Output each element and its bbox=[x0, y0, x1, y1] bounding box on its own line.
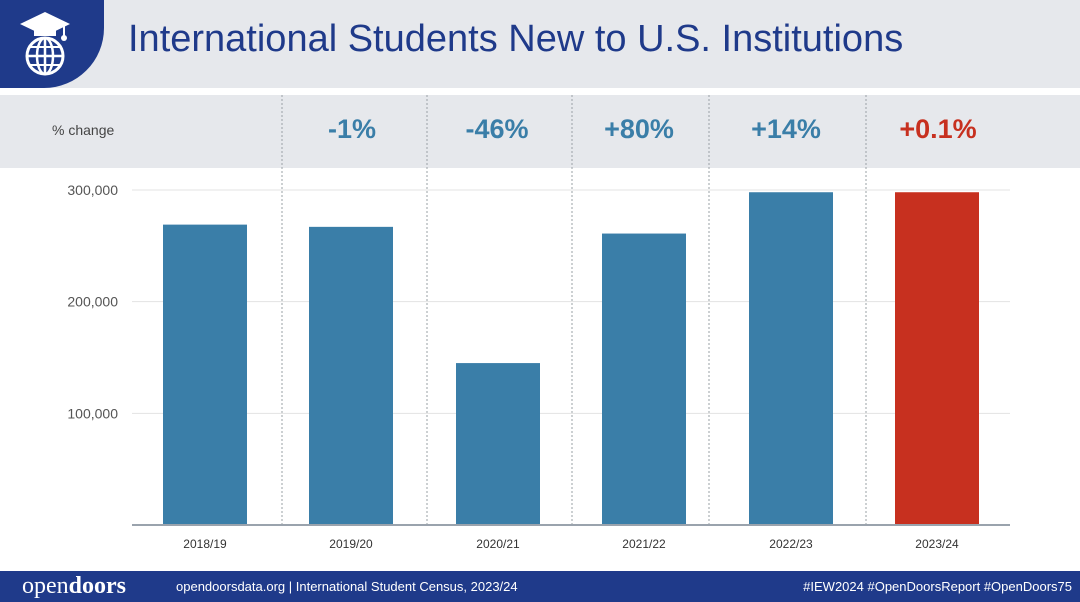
footer-bar: opendoors opendoorsdata.org | Internatio… bbox=[0, 571, 1080, 602]
percent-change-2022-23: +14% bbox=[751, 114, 821, 144]
x-tick-label: 2023/24 bbox=[915, 537, 959, 551]
bar-2023-24 bbox=[895, 192, 979, 525]
brand-bold: doors bbox=[68, 573, 126, 599]
footer-source-text: opendoorsdata.org | International Studen… bbox=[176, 579, 518, 594]
brand-light: open bbox=[22, 573, 69, 599]
percent-change-2023-24: +0.1% bbox=[899, 114, 977, 144]
opendoors-logo: opendoors bbox=[22, 573, 126, 600]
percent-change-band bbox=[0, 95, 1080, 168]
footer-hashtags: #IEW2024 #OpenDoorsReport #OpenDoors75 bbox=[803, 579, 1072, 594]
x-tick-label: 2021/22 bbox=[622, 537, 666, 551]
bar-2022-23 bbox=[749, 192, 833, 525]
globe-graduation-cap-icon bbox=[20, 12, 70, 76]
percent-change-2021-22: +80% bbox=[604, 114, 674, 144]
y-tick-label: 300,000 bbox=[67, 182, 118, 198]
y-tick-label: 100,000 bbox=[67, 405, 118, 421]
percent-change-2020-21: -46% bbox=[465, 114, 529, 144]
page-title: International Students New to U.S. Insti… bbox=[128, 18, 904, 60]
x-tick-label: 2019/20 bbox=[329, 537, 373, 551]
percent-change-label: % change bbox=[52, 122, 115, 138]
x-tick-label: 2018/19 bbox=[183, 537, 227, 551]
x-tick-label: 2020/21 bbox=[476, 537, 520, 551]
bar-2020-21 bbox=[456, 363, 540, 525]
bar-chart: 100,000 200,000 300,000 2018/19 2019/20 2020/… bbox=[67, 95, 1010, 551]
x-tick-label: 2022/23 bbox=[769, 537, 813, 551]
y-tick-label: 200,000 bbox=[67, 294, 118, 310]
percent-change-2019-20: -1% bbox=[327, 114, 376, 144]
bar-2018-19 bbox=[163, 224, 247, 525]
bar-2019-20 bbox=[309, 226, 393, 525]
logo bbox=[0, 0, 104, 88]
bar-2021-22 bbox=[602, 233, 686, 526]
header-bar: International Students New to U.S. Insti… bbox=[0, 0, 1080, 88]
